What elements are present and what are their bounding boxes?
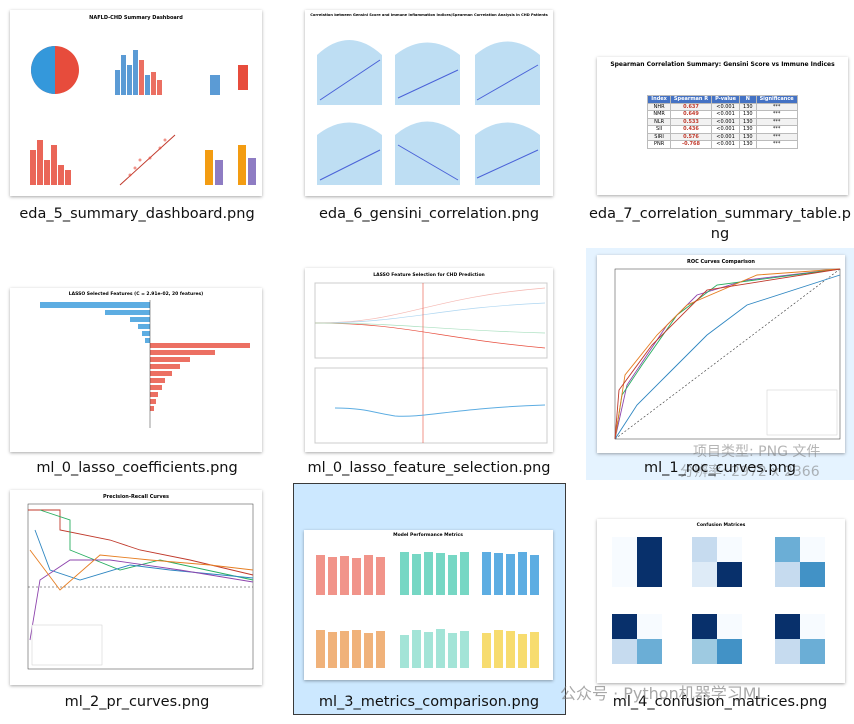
table-row: PNR -0.768 <0.001 130 *** xyxy=(647,140,798,149)
table-cell: SIRI xyxy=(647,132,671,141)
table-header-cell: P-value xyxy=(711,95,741,104)
file-name[interactable]: ml_0_lasso_feature_selection.png xyxy=(307,460,551,476)
table-cell: SII xyxy=(647,125,671,134)
table-header-cell: Spearman R xyxy=(669,95,713,104)
table-header-cell: N xyxy=(739,95,757,104)
file-name[interactable]: ml_1_roc_curves.png xyxy=(643,460,796,476)
thumb-title: Precision-Recall Curves xyxy=(103,494,169,500)
thumbnail[interactable]: Correlation between Gensini Score and Im… xyxy=(305,10,553,196)
table-cell: 0.637 xyxy=(669,102,713,111)
thumbnail[interactable]: LASSO Selected Features (C = 2.91e-02, 2… xyxy=(10,288,262,452)
file-name[interactable]: ml_0_lasso_coefficients.png xyxy=(36,460,238,476)
table-cell: <0.001 xyxy=(711,117,741,126)
table-cell: <0.001 xyxy=(711,102,741,111)
table-cell: 0.533 xyxy=(669,117,713,126)
table-cell: *** xyxy=(755,125,798,134)
thumb-title: ROC Curves Comparison xyxy=(687,259,755,265)
table-row: NLR 0.533 <0.001 130 *** xyxy=(647,117,798,126)
thumb-title: Correlation between Gensini Score and Im… xyxy=(310,13,548,17)
thumb-title: LASSO Selected Features (C = 2.91e-02, 2… xyxy=(69,291,203,297)
file-name[interactable]: ml_2_pr_curves.png xyxy=(64,694,210,710)
watermark: 公众号 · Python机器学习ML xyxy=(560,684,766,703)
table-cell: 130 xyxy=(739,102,757,111)
table-cell: *** xyxy=(755,110,798,119)
thumbnail[interactable]: LASSO Feature Selection for CHD Predicti… xyxy=(305,268,553,452)
thumb-title: Model Performance Metrics xyxy=(393,532,463,538)
table-cell: 130 xyxy=(739,117,757,126)
table-row: NHR 0.637 <0.001 130 *** xyxy=(647,102,798,111)
thumbnail[interactable]: Model Performance Metrics xyxy=(304,530,553,680)
table-cell: *** xyxy=(755,140,798,149)
table-cell: -0.768 xyxy=(669,140,713,149)
table-cell: 130 xyxy=(739,125,757,134)
table-cell: PNR xyxy=(647,140,671,149)
table-cell: *** xyxy=(755,117,798,126)
bar-panels xyxy=(316,552,539,668)
table-cell: *** xyxy=(755,102,798,111)
thumb-title: Confusion Matrices xyxy=(697,522,746,528)
table-header-cell: Significance xyxy=(755,95,798,104)
thumb-title: LASSO Feature Selection for CHD Predicti… xyxy=(373,272,485,278)
table-cell: 0.436 xyxy=(669,125,713,134)
thumbnail[interactable]: NAFLD-CHD Summary Dashboard xyxy=(10,10,262,196)
table-cell: <0.001 xyxy=(711,132,741,141)
table-cell: NHR xyxy=(647,102,671,111)
table-cell: NMR xyxy=(647,110,671,119)
table-row: SIRI 0.576 <0.001 130 *** xyxy=(647,132,798,141)
thumbnail[interactable]: Spearman Correlation Summary: Gensini Sc… xyxy=(597,57,848,195)
hist xyxy=(115,50,150,95)
file-name[interactable]: eda_7_correlation_summary_table.png xyxy=(589,206,851,242)
pie xyxy=(31,46,55,94)
tooltip-type: 项目类型: PNG 文件 xyxy=(693,444,821,460)
table-cell: 0.576 xyxy=(669,132,713,141)
file-name[interactable]: ml_4_confusion_matrices.png xyxy=(612,694,828,710)
table-cell: 130 xyxy=(739,110,757,119)
thumb-title: Spearman Correlation Summary: Gensini Sc… xyxy=(610,61,835,68)
thumbnail[interactable]: Precision-Recall Curves xyxy=(10,490,262,685)
table-cell: <0.001 xyxy=(711,110,741,119)
table-cell: NLR xyxy=(647,117,671,126)
table-cell: <0.001 xyxy=(711,140,741,149)
table-row: SII 0.436 <0.001 130 *** xyxy=(647,125,798,134)
table-cell: 130 xyxy=(739,132,757,141)
matrix-panels xyxy=(612,537,825,664)
tooltip-resolution: 分辨率: 2972 x 2366 xyxy=(680,464,820,480)
table-header-cell: Index xyxy=(647,95,671,104)
table-cell: *** xyxy=(755,132,798,141)
table-cell: 0.649 xyxy=(669,110,713,119)
file-name[interactable]: eda_5_summary_dashboard.png xyxy=(19,206,255,222)
table-row: NMR 0.649 <0.001 130 *** xyxy=(647,110,798,119)
file-name[interactable]: ml_3_metrics_comparison.png xyxy=(318,694,540,710)
thumbnail[interactable]: Confusion Matrices xyxy=(597,519,845,683)
thumbnail[interactable]: ROC Curves Comparison xyxy=(597,255,845,453)
table: Index Spearman R P-value N Significance NHR 0.… xyxy=(647,95,798,149)
table-cell: 130 xyxy=(739,140,757,149)
file-name[interactable]: eda_6_gensini_correlation.png xyxy=(318,206,540,222)
table-cell: <0.001 xyxy=(711,125,741,134)
thumb-title: NAFLD-CHD Summary Dashboard xyxy=(89,15,183,21)
